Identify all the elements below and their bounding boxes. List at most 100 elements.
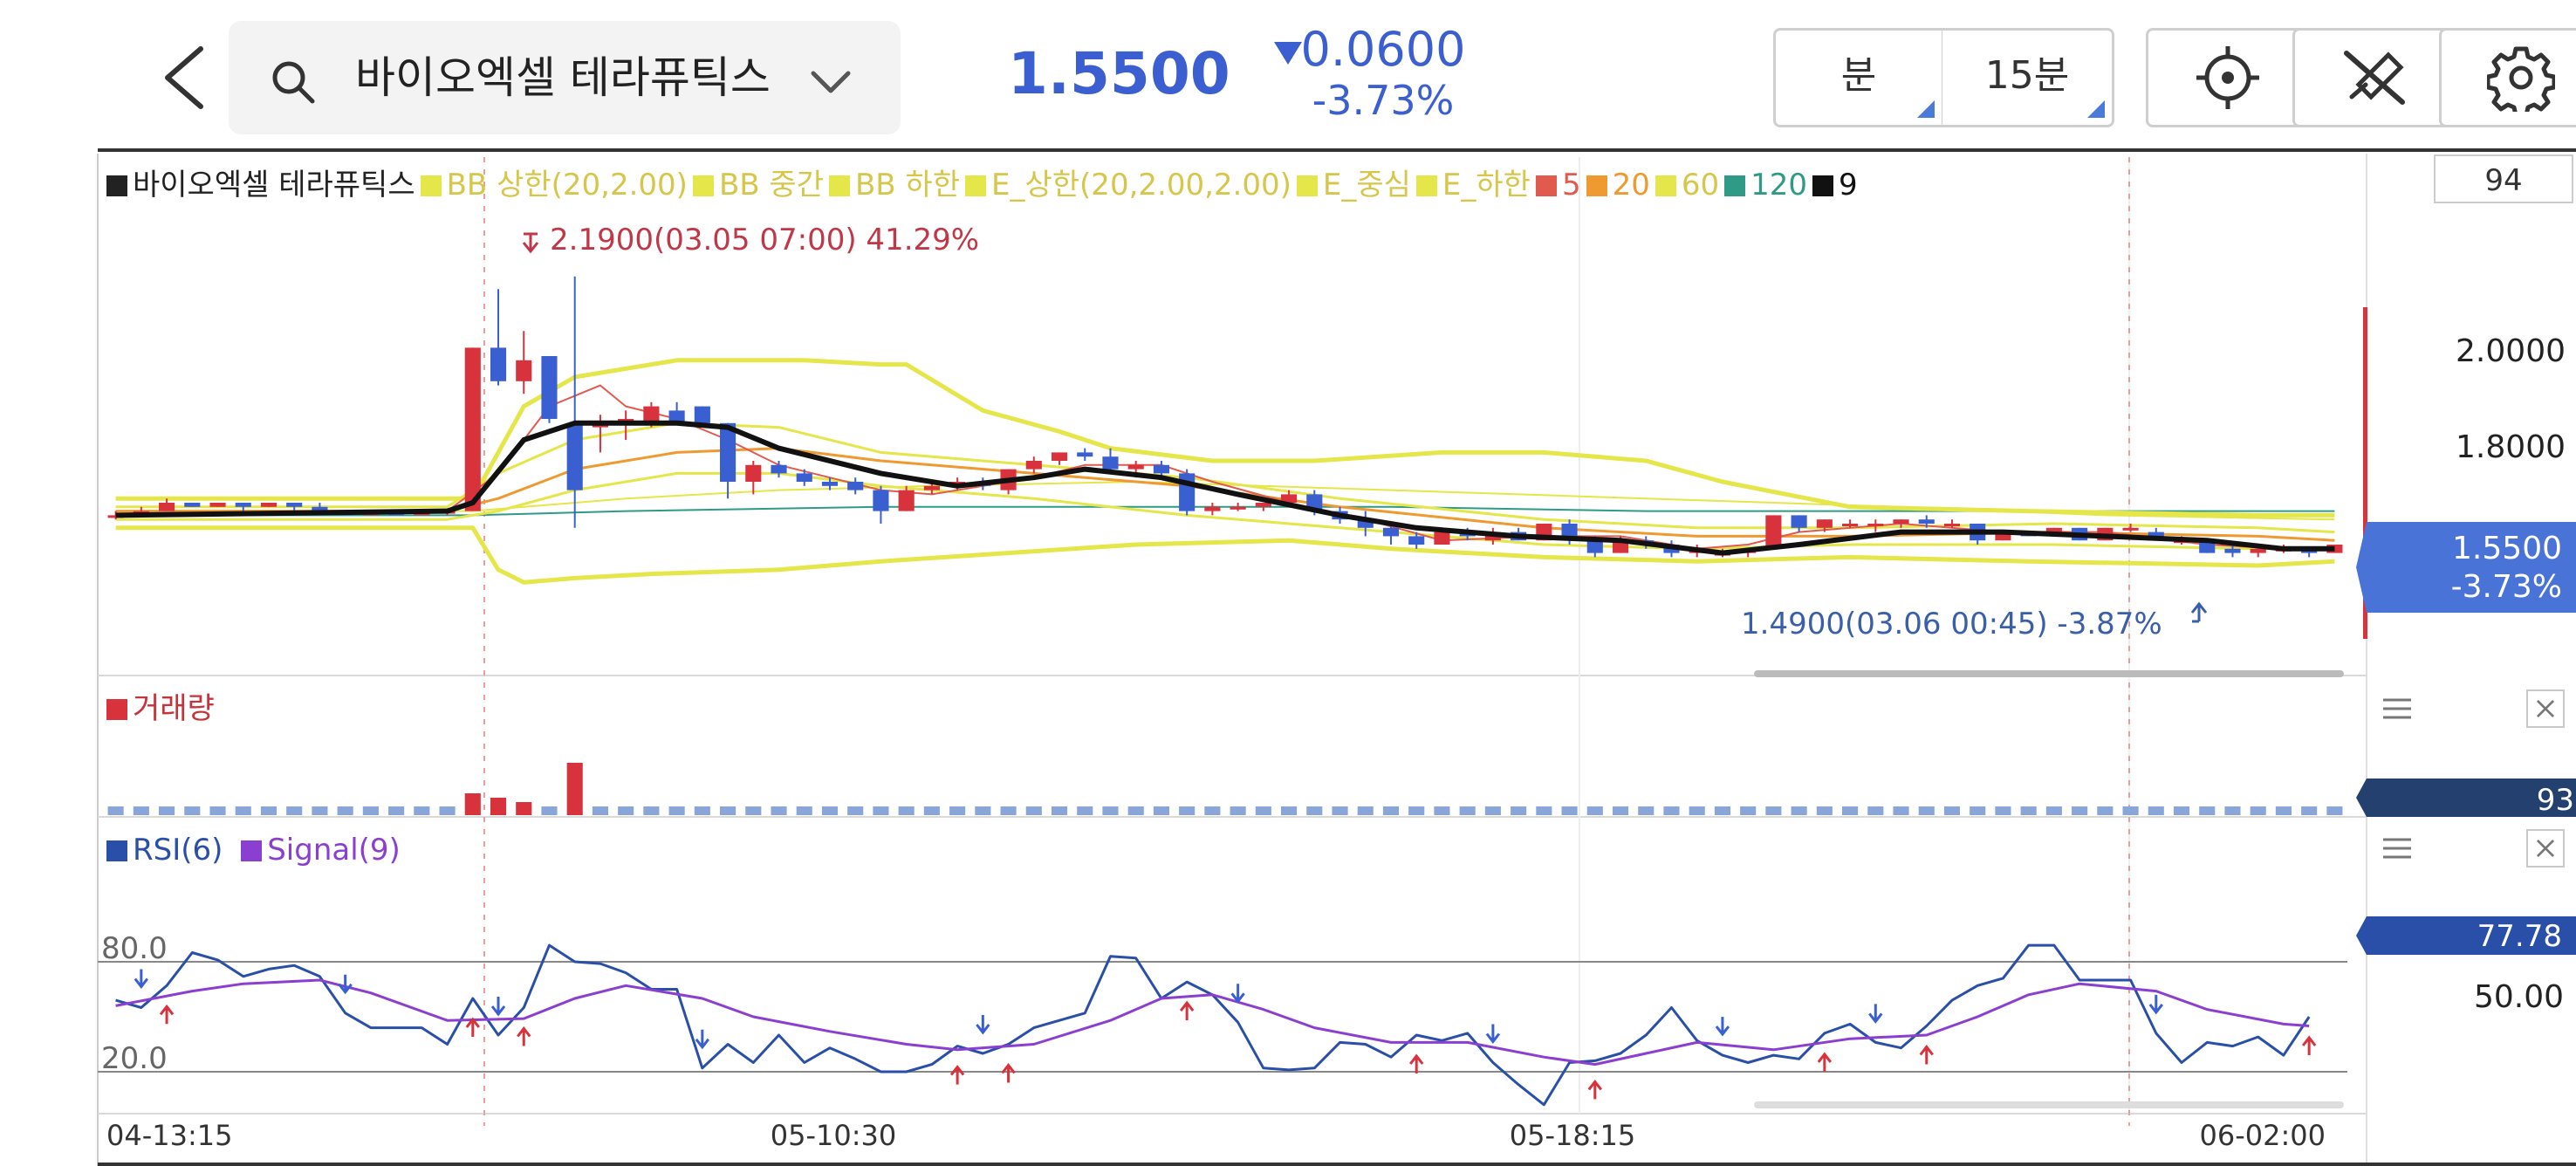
volume-bar [1102, 806, 1119, 815]
legend-swatch [692, 175, 714, 196]
volume-bar [1230, 806, 1246, 815]
volume-bar [2199, 806, 2216, 815]
chevron-down-icon[interactable] [809, 69, 853, 95]
back-button[interactable] [155, 42, 216, 113]
price-tick: 1.8000 [2456, 429, 2566, 465]
candle-body [464, 347, 481, 511]
volume-bar [1918, 806, 1935, 815]
change-value: 0.0600 [1300, 22, 1466, 77]
volume-close-icon[interactable] [2526, 689, 2565, 728]
buy-signal-arrow-icon [1587, 1079, 1602, 1100]
x-tick: 05-10:30 [771, 1119, 896, 1152]
envelope-lower-line [115, 471, 2335, 551]
volume-bar [184, 806, 201, 815]
legend-swatch [1812, 175, 1834, 196]
volume-bar [592, 806, 608, 815]
volume-bar [923, 806, 940, 815]
volume-bar [1000, 806, 1017, 815]
buy-signal-arrow-icon [1919, 1045, 1934, 1065]
volume-bar [2045, 806, 2062, 815]
legend-swatch [106, 175, 127, 196]
legend-label: BB 상한(20,2.00) [446, 168, 688, 202]
legend-item: BB 하한 [828, 162, 960, 208]
volume-bar [566, 763, 583, 815]
volume-bar [1586, 806, 1603, 815]
buy-signal-arrow-icon [1179, 1000, 1195, 1021]
low-annotation: 1.4900(03.06 00:45) -3.87% [1741, 607, 2162, 641]
current-price: 1.5500 [1008, 40, 1230, 107]
candle-body [1382, 527, 1400, 537]
sell-signal-arrow-icon [695, 1029, 710, 1050]
legend-label: 5 [1561, 168, 1581, 202]
candle-body [1765, 515, 1782, 549]
volume-bar [1663, 806, 1680, 815]
rsi-tick: 50.00 [2474, 979, 2564, 1015]
settings-button[interactable] [2439, 28, 2576, 127]
volume-bar [1357, 806, 1374, 815]
price-change: 0.0600 -3.73% [1274, 22, 1492, 125]
candle-body [260, 503, 277, 507]
volume-bar [2122, 806, 2139, 815]
current-price-badge-value: 1.5500 [2452, 531, 2562, 566]
candle-body [312, 506, 328, 511]
rsi-badge [2356, 916, 2576, 955]
volume-bar [1867, 806, 1884, 815]
legend-swatch [1296, 175, 1318, 196]
volume-bar [1638, 806, 1655, 815]
volume-pane-label: 거래량 [106, 688, 215, 730]
volume-bar [1281, 806, 1298, 815]
candle-body [923, 485, 940, 490]
drawing-tools-button[interactable] [2292, 28, 2456, 127]
sell-signal-arrow-icon [2148, 994, 2163, 1015]
sell-signal-arrow-icon [1485, 1024, 1501, 1044]
candle-body [1434, 532, 1450, 545]
volume-label: 거래량 [133, 691, 215, 726]
volume-bar [771, 806, 787, 815]
signal-swatch [241, 840, 263, 861]
stock-search-box[interactable]: 바이오엑셀 테라퓨틱스 [229, 21, 901, 134]
change-percent: -3.73% [1312, 77, 1455, 124]
rsi-scrollbar[interactable] [1754, 1101, 2344, 1108]
rsi-close-icon[interactable] [2526, 829, 2565, 868]
current-price-badge-tip [2356, 522, 2367, 613]
volume-bar [898, 806, 915, 815]
volume-bar [1051, 806, 1068, 815]
interval-select[interactable]: 15분 [1942, 28, 2114, 127]
volume-bar [1791, 806, 1807, 815]
candle-body [1230, 506, 1246, 510]
legend-swatch [1655, 175, 1676, 196]
rsi-menu-icon[interactable] [2378, 829, 2416, 868]
price-range-bar [2363, 307, 2367, 639]
volume-bar [388, 806, 405, 815]
candle-body [107, 515, 124, 518]
volume-bar [2020, 806, 2037, 815]
volume-bar [847, 806, 864, 815]
legend-item: 바이오엑셀 테라퓨틱스 [106, 162, 415, 208]
price-scrollbar[interactable] [1754, 670, 2344, 677]
volume-bar [1255, 806, 1271, 815]
legend-label: 바이오엑셀 테라퓨틱스 [133, 168, 415, 202]
rsi-level-label: 80.0 [101, 931, 168, 966]
volume-bar [1025, 806, 1042, 815]
candle-body [235, 503, 251, 507]
volume-bar [439, 806, 456, 815]
signal-label: Signal(9) [267, 833, 401, 868]
candle-body [2224, 548, 2241, 553]
scroll-value: 94 [2484, 163, 2522, 198]
legend-item: 60 [1655, 162, 1719, 208]
crosshair-button[interactable] [2146, 28, 2310, 127]
x-tick: 06-02:00 [2200, 1119, 2326, 1152]
volume-bar [1204, 806, 1221, 815]
volume-bar [1408, 806, 1425, 815]
volume-bar [235, 806, 251, 815]
buy-signal-arrow-icon [1409, 1053, 1424, 1073]
search-icon [272, 61, 315, 104]
legend-label: 9 [1839, 168, 1858, 202]
candle-body [1867, 524, 1884, 526]
volume-menu-icon[interactable] [2378, 689, 2416, 728]
volume-bar [1714, 806, 1730, 815]
sell-signal-arrow-icon [1230, 984, 1245, 1004]
legend-item: BB 상한(20,2.00) [420, 162, 688, 208]
time-unit-select[interactable]: 분 [1773, 28, 1944, 127]
